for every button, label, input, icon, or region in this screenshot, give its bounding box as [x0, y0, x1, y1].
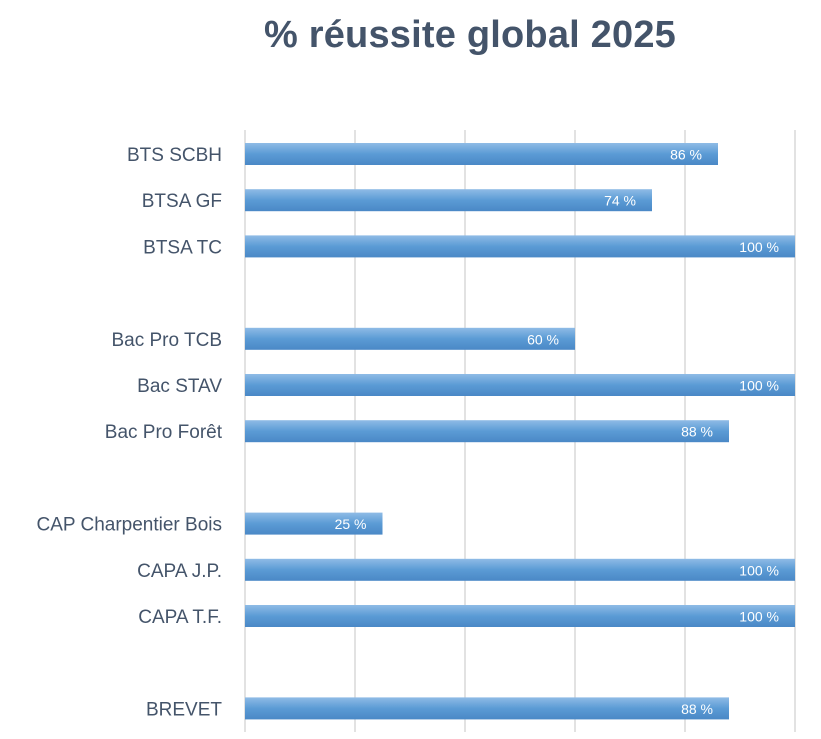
bar [245, 143, 718, 165]
category-label: BTSA TC [143, 237, 222, 258]
bar [245, 558, 795, 581]
category-label: CAP Charpentier Bois [36, 515, 222, 536]
data-label: 88 % [681, 701, 713, 717]
bar [245, 189, 652, 212]
category-label: BTS SCBH [127, 145, 222, 166]
bar [245, 512, 383, 535]
category-label: Bac Pro Forêt [105, 422, 223, 443]
data-label: 60 % [527, 331, 559, 347]
category-label: Bac STAV [137, 376, 222, 397]
bar [245, 327, 575, 350]
data-label: 100 % [739, 562, 779, 578]
data-label: 100 % [739, 609, 779, 625]
bar [245, 420, 729, 443]
data-label: 74 % [604, 193, 636, 209]
category-label: Bac Pro TCB [111, 330, 222, 351]
category-label: CAPA J.P. [137, 561, 222, 582]
data-label: 86 % [670, 147, 702, 163]
bar [245, 235, 795, 258]
chart-title: % réussite global 2025 [263, 14, 677, 56]
data-label: 25 % [335, 516, 367, 532]
category-label: CAPA T.F. [138, 607, 222, 628]
category-label: BTSA GF [142, 191, 222, 212]
data-label: 88 % [681, 424, 713, 440]
bar [245, 697, 729, 720]
data-label: 100 % [739, 378, 779, 394]
bar [245, 605, 795, 627]
data-label: 100 % [739, 239, 779, 255]
category-label: BREVET [146, 699, 222, 720]
bar [245, 374, 795, 396]
